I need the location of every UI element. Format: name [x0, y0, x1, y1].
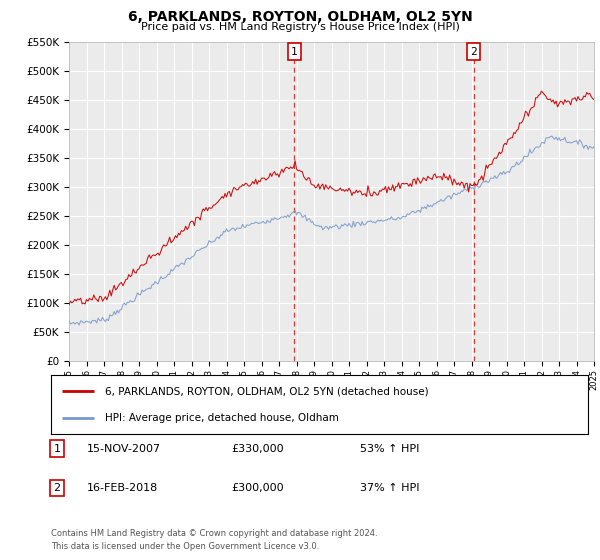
- Text: 1: 1: [291, 46, 298, 57]
- Text: Price paid vs. HM Land Registry's House Price Index (HPI): Price paid vs. HM Land Registry's House …: [140, 22, 460, 32]
- Text: £330,000: £330,000: [231, 444, 284, 454]
- Text: 2: 2: [53, 483, 61, 493]
- Text: 2: 2: [470, 46, 477, 57]
- Text: 16-FEB-2018: 16-FEB-2018: [87, 483, 158, 493]
- Text: £300,000: £300,000: [231, 483, 284, 493]
- Text: 6, PARKLANDS, ROYTON, OLDHAM, OL2 5YN: 6, PARKLANDS, ROYTON, OLDHAM, OL2 5YN: [128, 10, 472, 24]
- Text: HPI: Average price, detached house, Oldham: HPI: Average price, detached house, Oldh…: [105, 413, 338, 423]
- Text: Contains HM Land Registry data © Crown copyright and database right 2024.
This d: Contains HM Land Registry data © Crown c…: [51, 529, 377, 550]
- Text: 53% ↑ HPI: 53% ↑ HPI: [360, 444, 419, 454]
- Text: 6, PARKLANDS, ROYTON, OLDHAM, OL2 5YN (detached house): 6, PARKLANDS, ROYTON, OLDHAM, OL2 5YN (d…: [105, 386, 428, 396]
- Text: 15-NOV-2007: 15-NOV-2007: [87, 444, 161, 454]
- Text: 37% ↑ HPI: 37% ↑ HPI: [360, 483, 419, 493]
- Text: 1: 1: [53, 444, 61, 454]
